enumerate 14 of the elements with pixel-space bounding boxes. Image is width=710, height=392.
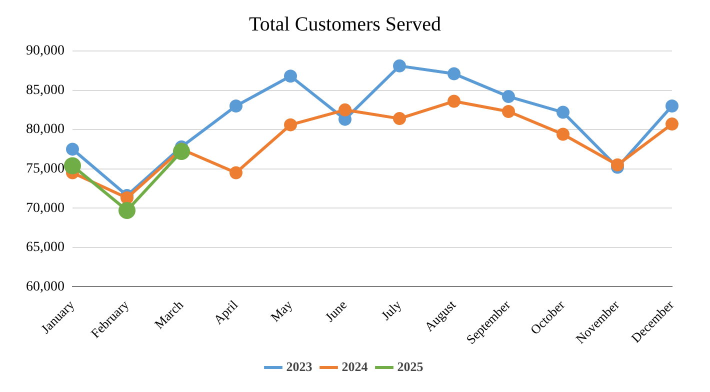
y-tick-label: 65,000 [26, 240, 64, 256]
y-tick-label: 75,000 [26, 162, 64, 176]
x-tick-label: July [378, 296, 404, 324]
legend-label: 2024 [342, 358, 368, 374]
chart-title: Total Customers Served [249, 13, 441, 36]
x-tick-label: May [268, 296, 296, 325]
y-tick-label: 60,000 [26, 279, 64, 294]
legend-label: 2023 [286, 358, 313, 374]
y-tick-label: 90,000 [26, 44, 64, 59]
legend-label: 2025 [397, 358, 424, 374]
y-tick-label: 85,000 [26, 82, 64, 98]
x-tick-label: June [322, 296, 350, 325]
y-tick-label: 70,000 [26, 200, 64, 216]
y-tick-label: 80,000 [26, 122, 64, 138]
